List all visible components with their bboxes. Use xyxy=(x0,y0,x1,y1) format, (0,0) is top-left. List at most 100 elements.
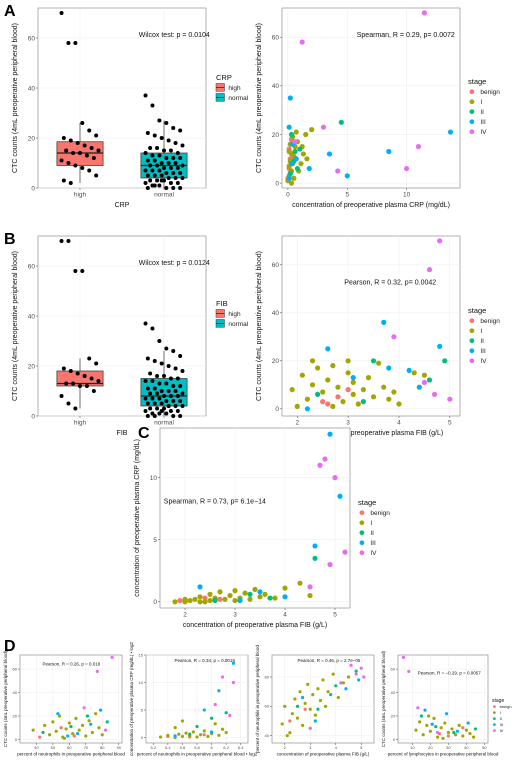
data-point-i xyxy=(217,733,221,737)
data-point xyxy=(152,133,157,138)
data-point xyxy=(143,321,148,326)
data-point xyxy=(145,386,150,391)
data-point-i xyxy=(301,723,305,728)
data-point-iii xyxy=(306,165,312,172)
data-point-i xyxy=(457,723,461,728)
data-point xyxy=(173,389,178,393)
tick-label-x: 60 xyxy=(67,745,72,750)
tick-label-y: 40 xyxy=(13,690,18,695)
data-point-benign xyxy=(288,719,292,723)
data-point-i xyxy=(217,589,223,595)
x-axis-label: percent of neutrophils in preoperative p… xyxy=(17,751,125,756)
legend-label: I xyxy=(370,520,372,527)
data-point xyxy=(164,121,169,125)
data-point xyxy=(61,178,66,183)
tick-label-x: 6 xyxy=(210,745,213,750)
data-point xyxy=(168,394,173,398)
data-point xyxy=(152,414,157,418)
data-point-iv xyxy=(322,456,328,462)
data-point-i xyxy=(320,389,326,395)
legend-label: benign xyxy=(480,89,500,96)
data-point xyxy=(68,138,73,143)
data-point xyxy=(171,414,176,418)
data-point xyxy=(152,401,157,406)
data-point-iv xyxy=(354,672,358,676)
data-point-iii xyxy=(430,722,434,726)
data-point xyxy=(84,153,89,158)
data-point xyxy=(66,239,71,243)
data-point-iv xyxy=(327,561,333,568)
legend-key xyxy=(469,358,475,364)
data-point-iii xyxy=(357,678,361,682)
tick-label-x: 80 xyxy=(100,745,105,750)
data-point xyxy=(87,168,92,173)
tick-label-x: 5.2 xyxy=(151,745,157,750)
data-point-i xyxy=(309,358,316,364)
data-point-iii xyxy=(344,173,350,179)
tick-label-y: 60 xyxy=(272,34,280,41)
tick-label-x: 90 xyxy=(116,745,121,750)
data-point-i xyxy=(325,377,331,383)
data-point xyxy=(80,166,85,170)
legend-key xyxy=(359,510,365,516)
chart-a-crp-scatter: 0 20 40 60 0 5 10 Spearman, R = 0.29, p= 0.0072… xyxy=(256,7,500,209)
data-point xyxy=(68,181,73,185)
data-point-iii xyxy=(202,708,206,712)
stat-annotation: Pearson, R = 0.34, p = 0.0019 xyxy=(175,658,236,663)
data-point-i xyxy=(391,389,397,395)
data-point-i xyxy=(257,594,263,600)
plot-panel xyxy=(281,7,461,189)
data-point-iv xyxy=(292,139,298,145)
data-point-i xyxy=(331,672,335,676)
tick-label-x: 50 xyxy=(51,745,56,750)
tick-label-y: 0 xyxy=(393,737,396,742)
data-point-iii xyxy=(381,319,387,325)
data-point xyxy=(157,339,162,343)
tick-label-y: 60 xyxy=(28,263,36,270)
data-point-iii xyxy=(329,693,333,697)
tick-label-y: 0 xyxy=(275,406,279,413)
tick-label-y: 60 xyxy=(13,666,18,671)
data-point-benign xyxy=(345,387,351,393)
data-point xyxy=(87,356,92,361)
data-point-i xyxy=(461,734,465,738)
data-point xyxy=(164,171,169,175)
data-point-i xyxy=(285,734,289,738)
legend-key xyxy=(469,348,475,354)
tick-label-y: 60 xyxy=(272,262,280,269)
data-point xyxy=(152,158,157,163)
data-point xyxy=(150,396,155,401)
data-point-i xyxy=(472,735,476,739)
data-point-iii xyxy=(173,734,177,738)
data-point-i xyxy=(293,697,297,701)
data-point xyxy=(145,356,150,361)
data-point xyxy=(143,379,148,383)
data-point-i xyxy=(446,730,450,735)
data-point-i xyxy=(288,731,292,735)
data-point xyxy=(168,166,173,170)
data-point-iii xyxy=(231,661,236,665)
tick-label-x: 30 xyxy=(446,745,451,750)
data-point-iv xyxy=(436,730,440,735)
data-point-iii xyxy=(466,721,470,725)
data-point xyxy=(152,359,157,363)
data-point-i xyxy=(439,726,443,730)
legend-label: benign xyxy=(500,704,512,709)
data-point-i xyxy=(207,591,213,597)
data-point xyxy=(166,138,171,143)
legend-label: IV xyxy=(500,728,504,733)
data-point-i xyxy=(428,729,432,733)
panel-label-d: D xyxy=(4,638,16,655)
data-point-i xyxy=(57,714,62,718)
data-point-i xyxy=(280,722,284,726)
data-point-iii xyxy=(293,156,299,162)
data-point-iv xyxy=(299,39,305,45)
data-point-i xyxy=(195,735,199,739)
data-point-iii xyxy=(237,597,243,604)
data-point xyxy=(145,401,150,406)
data-point-iii xyxy=(257,589,263,595)
data-point-iv xyxy=(421,379,427,385)
data-point-i xyxy=(297,580,303,586)
legend-title: stage xyxy=(468,306,486,315)
